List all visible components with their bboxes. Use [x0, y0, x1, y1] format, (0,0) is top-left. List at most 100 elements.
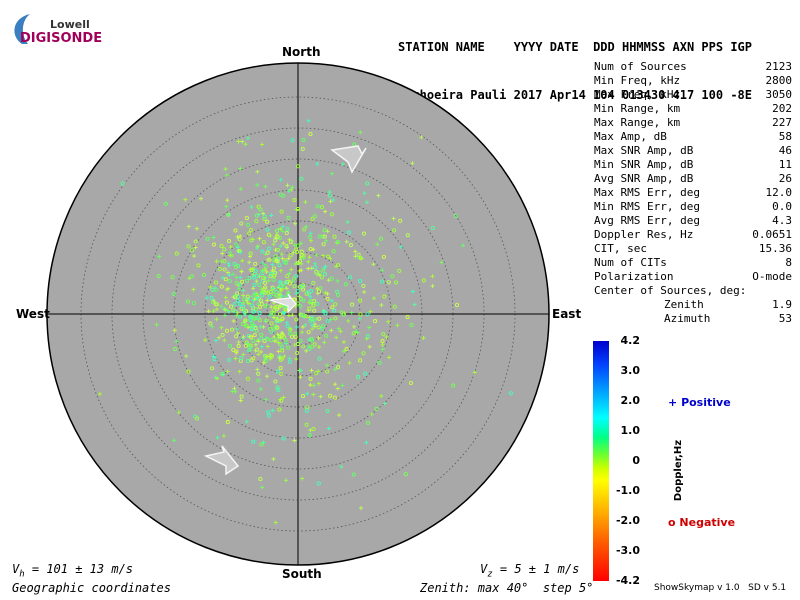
stat-row: Max Freq, kHz 3050: [594, 88, 792, 102]
positive-source-point: [278, 226, 283, 231]
stat-label: Max RMS Err, deg: [594, 186, 700, 199]
negative-source-point: [233, 228, 238, 233]
negative-source-point: [271, 266, 277, 271]
negative-source-point: [283, 338, 288, 343]
positive-source-point: [292, 438, 297, 443]
positive-source-point: [241, 301, 246, 305]
negative-source-point: [306, 330, 311, 335]
positive-source-point: [211, 298, 216, 303]
positive-source-point: [253, 342, 258, 347]
negative-source-point: [295, 341, 300, 347]
negative-source-point: [284, 260, 289, 265]
negative-source-point: [366, 420, 371, 425]
positive-source-point: [352, 324, 356, 329]
positive-source-point: [305, 290, 310, 294]
positive-source-point: [334, 335, 339, 340]
positive-source-point: [242, 318, 247, 323]
negative-source-point: [288, 327, 293, 332]
positive-source-point: [289, 187, 294, 192]
positive-source-point: [213, 338, 218, 343]
negative-source-point: [308, 235, 313, 240]
negative-source-point: [325, 297, 330, 302]
positive-source-point: [347, 360, 352, 365]
compass-west: West: [16, 307, 50, 321]
positive-source-point: [279, 288, 284, 292]
negative-source-point: [508, 391, 513, 396]
positive-source-point: [255, 367, 260, 372]
negative-source-point: [316, 481, 321, 486]
negative-source-point: [239, 355, 244, 361]
negative-source-point: [304, 422, 309, 427]
stat-row: Min SNR Amp, dB 11: [594, 158, 792, 172]
positive-source-point: [231, 319, 236, 323]
colorbar-tick: 2.0: [620, 394, 641, 407]
negative-source-point: [283, 280, 288, 285]
stat-label: CIT, sec: [594, 242, 647, 255]
positive-source-point: [327, 190, 332, 194]
negative-source-point: [361, 351, 366, 356]
positive-source-point: [344, 239, 349, 244]
positive-source-point: [300, 325, 305, 329]
negative-source-point: [279, 398, 284, 403]
positive-source-point: [298, 368, 303, 373]
negative-source-point: [240, 279, 245, 284]
negative-source-point: [265, 250, 270, 255]
velocity-arrow-icon: [203, 445, 240, 476]
positive-source-point: [294, 207, 299, 212]
negative-source-point: [227, 278, 232, 284]
positive-source-point: [215, 435, 220, 440]
positive-source-point: [268, 356, 273, 361]
positive-source-point: [333, 382, 337, 387]
negative-source-point: [265, 219, 270, 224]
center-azimuth-label: Azimuth: [664, 312, 711, 325]
negative-source-point: [239, 394, 244, 399]
positive-source-point: [241, 334, 246, 339]
positive-source-point: [289, 267, 294, 272]
positive-source-point: [277, 355, 282, 360]
positive-source-point: [292, 342, 297, 347]
negative-source-point: [243, 343, 249, 348]
negative-source-point: [248, 251, 253, 256]
negative-source-point: [292, 198, 297, 203]
colorbar-tick: 3.0: [620, 364, 641, 377]
negative-source-point: [257, 304, 262, 310]
negative-source-point: [329, 276, 334, 281]
station-header: STATION NAME YYYY DATE DDD HHMMSS AXN PP…: [398, 7, 752, 119]
positive-source-point: [261, 360, 266, 365]
negative-source-point: [381, 332, 386, 337]
positive-source-point: [191, 287, 196, 292]
positive-source-point: [263, 397, 268, 402]
positive-source-point: [290, 313, 295, 317]
positive-source-point: [339, 464, 344, 469]
positive-source-point: [276, 333, 281, 338]
positive-source-point: [240, 139, 245, 144]
negative-source-point: [271, 277, 276, 282]
positive-source-point: [194, 226, 199, 231]
positive-source-point: [184, 354, 189, 359]
positive-source-point: [309, 368, 314, 373]
positive-source-point: [186, 224, 191, 229]
negative-source-point: [453, 213, 458, 219]
negative-source-point: [301, 344, 306, 349]
positive-source-point: [328, 317, 333, 322]
negative-source-point: [245, 358, 250, 364]
positive-source-point: [364, 440, 369, 445]
negative-source-point: [335, 239, 341, 245]
negative-source-point: [333, 316, 338, 321]
negative-source-point: [237, 237, 242, 242]
positive-source-point: [314, 272, 319, 277]
stat-label: Num of Sources: [594, 60, 687, 73]
positive-source-point: [252, 291, 257, 296]
positive-source-point: [256, 352, 261, 357]
negative-source-point: [232, 261, 237, 267]
positive-source-point: [430, 274, 435, 279]
positive-source-point: [306, 118, 311, 123]
negative-source-point: [190, 248, 195, 253]
positive-source-point: [271, 457, 276, 461]
negative-source-point: [303, 314, 308, 319]
zenith-info: Zenith: max 40° step 5°: [420, 581, 594, 595]
negative-source-point: [382, 294, 387, 299]
negative-source-point: [252, 333, 257, 338]
positive-source-point: [274, 232, 279, 237]
positive-source-point: [259, 349, 263, 354]
